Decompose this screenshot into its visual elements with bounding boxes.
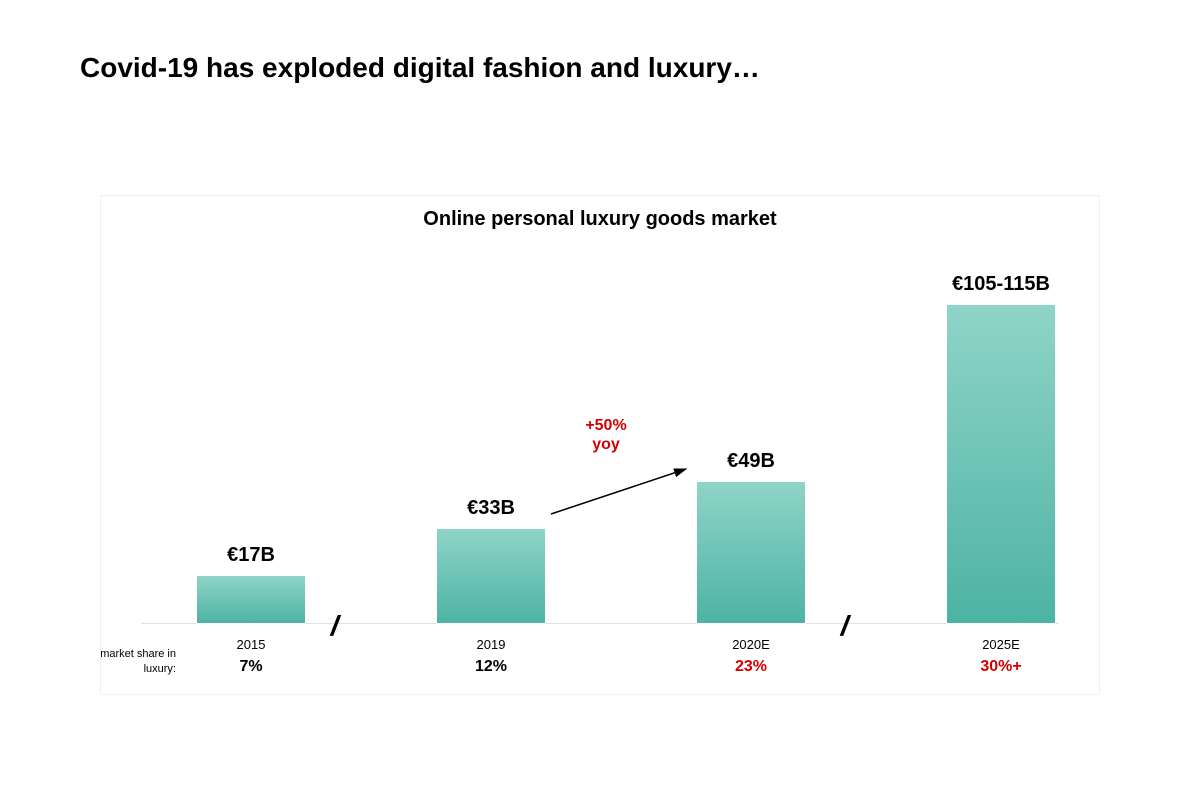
bar-value-2020e: €49B (671, 450, 831, 473)
share-label-2025e: 30%+ (921, 658, 1081, 676)
year-label-2015: 2015 (171, 637, 331, 652)
year-label-2025e: 2025E (921, 637, 1081, 652)
year-label-2019: 2019 (411, 637, 571, 652)
yoy-line2: yoy (592, 436, 620, 453)
bar-value-2025e: €105-115B (921, 273, 1081, 296)
share-label-2015: 7% (171, 658, 331, 676)
bar-value-2015: €17B (171, 544, 331, 567)
year-label-2020e: 2020E (671, 637, 831, 652)
yoy-line1: +50% (585, 417, 626, 434)
chart-container: Online personal luxury goods market €17B… (100, 195, 1100, 695)
share-title-text: market share in luxury: (100, 648, 176, 674)
bar-2020e (696, 481, 806, 624)
share-label-2020e: 23% (671, 658, 831, 676)
chart-title: Online personal luxury goods market (423, 208, 776, 231)
bar-2015 (196, 575, 306, 624)
share-label-2019: 12% (411, 658, 571, 676)
share-title: market share in luxury: (96, 647, 176, 676)
page-title: Covid-19 has exploded digital fashion an… (80, 52, 760, 84)
bar-2019 (436, 528, 546, 624)
bar-2025e (946, 304, 1056, 624)
chart-area: €17B // €33B +50% yoy €49B // €105-115B (101, 236, 1099, 624)
yoy-annotation: +50% yoy (571, 416, 641, 454)
